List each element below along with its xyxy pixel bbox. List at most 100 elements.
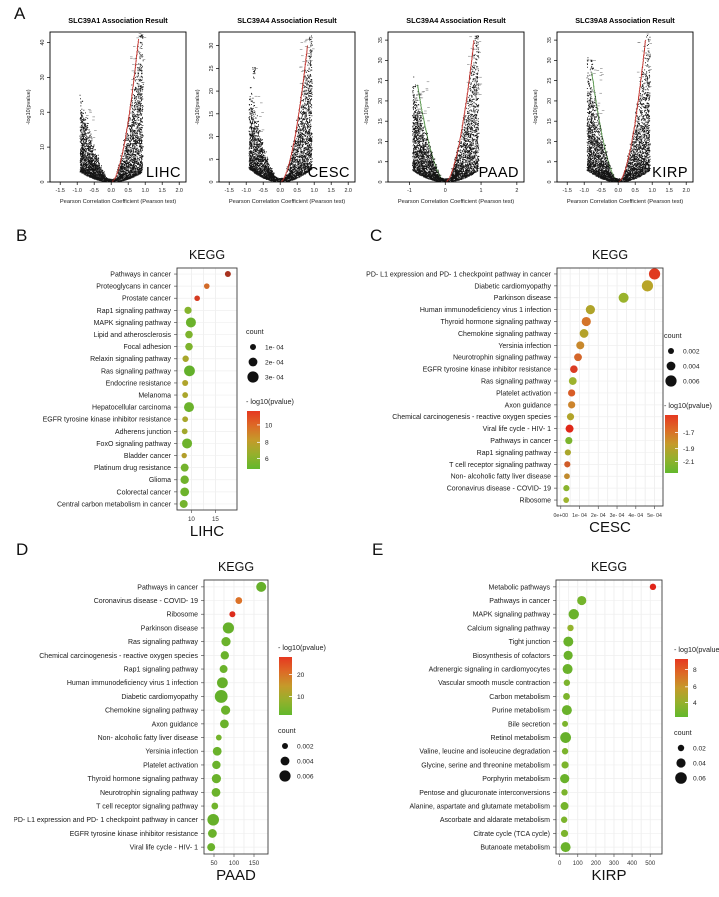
- pathway-label: Focal adhesion: [124, 344, 172, 351]
- pathway-dot: [564, 449, 571, 456]
- y-axis-title: -log10(pvalue): [195, 89, 201, 124]
- legend-cesc: count 0.002 0.004 0.006 - log10(pvalue) -1.7 -…: [662, 326, 719, 492]
- y-tick-label: 15: [209, 111, 215, 117]
- legend-kirp: - log10(pvalue) 8 6 4 count 0.02 0.04 0.06: [672, 640, 719, 806]
- x-tick-label: 0.0: [107, 188, 115, 194]
- y-tick-label: 0: [547, 181, 553, 184]
- colorbar-tick-label: 10: [297, 694, 305, 701]
- colorbar-tick-label: 10: [265, 422, 273, 429]
- pathway-dot: [649, 583, 657, 591]
- count-legend-label: 3e- 04: [265, 374, 284, 381]
- x-tick-label: 0.0: [276, 188, 284, 194]
- pathway-dot: [579, 329, 589, 338]
- pathway-label: Purine metabolism: [492, 708, 550, 715]
- pathway-dot: [570, 365, 578, 373]
- panel-label-d: D: [16, 540, 29, 559]
- y-tick-label: 0: [40, 181, 46, 184]
- colorbar-tick-label: 4: [693, 700, 697, 707]
- pathway-dot: [212, 746, 222, 756]
- pathway-dot: [180, 475, 189, 484]
- pathway-label: Diabetic cardiomyopathy: [121, 694, 198, 701]
- count-legend-dot: [677, 744, 685, 752]
- y-tick-label: 10: [209, 134, 215, 140]
- y-tick-label: 15: [547, 118, 553, 124]
- count-legend-label: 0.002: [297, 743, 314, 750]
- pathway-label: Axon guidance: [505, 402, 551, 409]
- pathway-dot: [181, 452, 187, 459]
- x-tick-label: -1.0: [242, 188, 251, 194]
- x-axis-title: Pearson Correlation Coefficient (Pearson…: [398, 199, 514, 205]
- pathway-dot: [563, 679, 571, 686]
- pathway-dot: [220, 651, 229, 660]
- count-legend-title: count: [674, 728, 692, 737]
- count-legend-dot: [248, 357, 258, 367]
- pathway-dot: [215, 734, 222, 741]
- count-legend-label: 0.02: [693, 745, 706, 752]
- pathway-dot: [576, 341, 585, 350]
- colorbar-tick-label: 8: [693, 667, 697, 674]
- volcano-title: SLC39A4 Association Result: [406, 16, 506, 25]
- x-tick-label: -1.5: [563, 188, 572, 194]
- colorbar-legend-title: - log10(pvalue): [674, 645, 719, 654]
- count-legend-label: 0.06: [693, 775, 706, 782]
- volcano-title: SLC39A8 Association Result: [575, 16, 675, 25]
- y-tick-label: 5: [209, 158, 215, 161]
- x-tick-label: 15: [212, 516, 219, 523]
- pathway-label: PD- L1 expression and PD- 1 checkpoint p…: [366, 271, 551, 278]
- y-tick-label: 35: [547, 37, 553, 43]
- count-legend-dot: [676, 758, 686, 768]
- colorbar-tick-label: 6: [693, 684, 697, 691]
- pathway-label: MAPK signaling pathway: [473, 612, 551, 619]
- pathway-dot: [560, 816, 568, 823]
- pathway-dot: [185, 342, 193, 351]
- pathway-label: Melanoma: [138, 392, 171, 399]
- pathway-label: Glioma: [149, 477, 171, 484]
- scatter-points: [248, 35, 313, 183]
- x-tick-label: 2.0: [175, 188, 183, 194]
- pathway-dot: [182, 379, 189, 386]
- pathway-dot: [560, 842, 571, 853]
- pathway-dot: [224, 271, 231, 278]
- count-legend-label: 1e- 04: [265, 344, 284, 351]
- pathway-label: Prostate cancer: [122, 296, 172, 303]
- count-legend-label: 0.04: [693, 760, 706, 767]
- cohort-label: PAAD: [216, 867, 256, 884]
- x-tick-label: -1.0: [73, 188, 82, 194]
- pathway-label: Yersinia infection: [145, 749, 198, 756]
- pathway-dot: [560, 774, 570, 784]
- pathway-label: FoxO signaling pathway: [96, 441, 171, 448]
- x-tick-label: 0.5: [631, 188, 639, 194]
- count-legend-label: 2e- 04: [265, 359, 284, 366]
- y-tick-label: 20: [209, 88, 215, 94]
- y-tick-label: 25: [547, 78, 553, 84]
- pathway-dot: [568, 389, 576, 397]
- pathway-label: Relaxin signaling pathway: [90, 356, 171, 363]
- x-tick-label: 150: [249, 860, 260, 867]
- pathway-dot: [182, 438, 193, 449]
- pathway-dot: [563, 636, 574, 647]
- legend-svg: - log10(pvalue) 8 6 4 count 0.02 0.04 0.06: [674, 645, 719, 784]
- kegg-title: KEGG: [592, 248, 628, 262]
- count-legend-dot: [675, 772, 687, 784]
- pathway-label: Non- alcoholic fatty liver disease: [98, 735, 198, 742]
- panel-border: [176, 267, 238, 511]
- y-tick-label: 5: [378, 160, 384, 163]
- scatter-points: [412, 35, 480, 183]
- x-tick-label: 3e- 04: [610, 513, 625, 519]
- panel-border: [556, 267, 664, 507]
- x-tick-label: 300: [609, 861, 620, 867]
- gene-label-marks: [588, 33, 652, 117]
- x-tick-label: 50: [211, 860, 218, 867]
- y-tick-label: 15: [378, 118, 384, 124]
- pathway-dot: [211, 787, 221, 797]
- pathway-label: Diabetic cardiomyopathy: [474, 283, 551, 290]
- x-tick-label: 1.5: [327, 188, 335, 194]
- x-tick-label: 2.0: [682, 188, 690, 194]
- pathway-dot: [220, 719, 229, 729]
- pathway-label: Ras signaling pathway: [101, 368, 172, 375]
- pathway-label: Pentose and glucuronate interconversions: [419, 790, 550, 797]
- pathway-label: Neurotrophin signaling pathway: [100, 790, 199, 797]
- pathway-dot: [184, 365, 195, 377]
- panel-bg: [556, 580, 662, 854]
- pathway-label: Parkinson disease: [141, 625, 198, 632]
